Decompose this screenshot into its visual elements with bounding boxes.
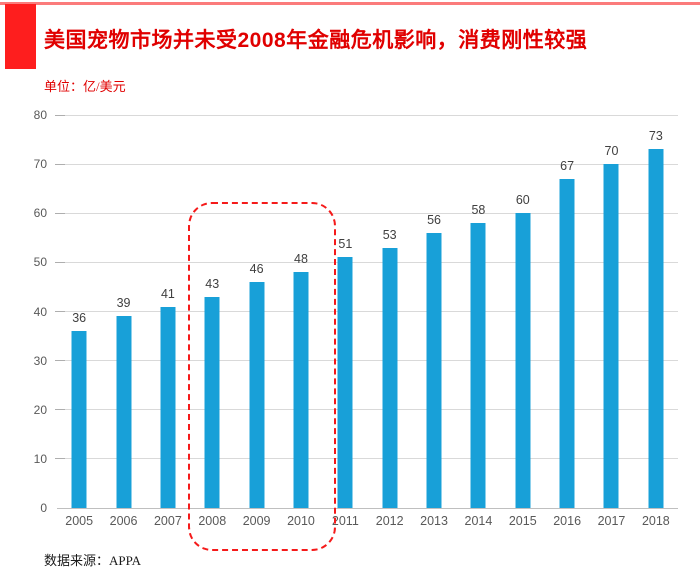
x-tick-label: 2017 [597, 514, 626, 528]
bar-slot: 51 [323, 115, 367, 508]
bar-value-label: 56 [427, 212, 441, 227]
x-tick-label: 2008 [198, 514, 227, 528]
bar [515, 213, 531, 508]
red-accent-block [5, 4, 36, 69]
gridline [57, 114, 678, 116]
bar [116, 316, 132, 508]
bar [426, 232, 442, 508]
chart-title: 美国宠物市场并未受2008年金融危机影响，消费刚性较强 [44, 29, 588, 52]
x-tick-label: 2011 [331, 514, 359, 528]
x-tick-label: 2005 [65, 514, 94, 528]
bar-value-label: 60 [515, 193, 530, 208]
axis-tick [55, 261, 65, 263]
highlight-dashed-box [188, 202, 336, 551]
bar [204, 296, 220, 508]
bar [71, 331, 87, 508]
bar-slot: 39 [101, 115, 145, 508]
bar [382, 247, 398, 508]
bar-value-label: 39 [116, 296, 131, 311]
gridline [57, 360, 678, 362]
x-tick-label: 2016 [553, 514, 582, 528]
bar-slot: 41 [146, 115, 190, 508]
bar-slot: 56 [412, 115, 456, 508]
bar-value-label: 41 [160, 286, 175, 301]
bar-value-label: 53 [382, 227, 397, 242]
axis-tick [55, 114, 65, 116]
plot-area: 36 39 41 43 46 48 51 53 56 58 60 67 70 73 [55, 114, 678, 509]
x-tick-label: 2014 [464, 514, 493, 528]
axis-tick [55, 311, 65, 312]
bar-value-label: 67 [560, 158, 575, 173]
gridline [57, 212, 678, 214]
axis-tick [55, 409, 65, 411]
bar-value-label: 73 [648, 129, 663, 144]
y-tick-label: 60 [33, 206, 47, 221]
y-axis-labels: 0 10 20 30 40 50 60 70 80 [0, 108, 47, 515]
bar-value-label: 58 [471, 203, 486, 218]
bar-slot: 46 [234, 115, 278, 508]
bar [249, 282, 265, 508]
bar [160, 306, 176, 508]
bar-slot: 48 [279, 115, 323, 508]
bar [470, 223, 486, 508]
gridline [57, 458, 678, 460]
axis-tick [55, 163, 65, 165]
gridline [57, 311, 678, 312]
bars-row: 36 39 41 43 46 48 51 53 56 58 60 67 70 73 [57, 115, 678, 508]
x-axis-labels: 2005 2006 2007 2008 2009 2010 2011 2012 2013 2014… [57, 514, 678, 528]
y-tick-label: 10 [33, 451, 47, 466]
data-source: 数据来源：APPA [44, 553, 142, 568]
x-tick-label: 2006 [109, 514, 138, 528]
x-tick-label: 2018 [641, 514, 670, 528]
bar-value-label: 51 [338, 237, 353, 252]
axis-tick [55, 212, 65, 214]
top-rule [0, 2, 700, 5]
bar-slot: 43 [190, 115, 234, 508]
y-tick-label: 70 [33, 157, 47, 172]
bar-slot: 70 [589, 115, 633, 508]
gridline [57, 163, 678, 165]
gridline [57, 261, 678, 263]
bar-value-label: 70 [604, 144, 619, 159]
bar [648, 149, 664, 508]
x-tick-label: 2007 [153, 514, 182, 528]
gridline [57, 409, 678, 411]
y-tick-label: 0 [40, 501, 47, 515]
bar-value-label: 46 [249, 262, 264, 277]
bar-value-label: 43 [205, 276, 220, 291]
x-tick-label: 2010 [287, 514, 315, 528]
bar-slot: 53 [368, 115, 412, 508]
bar-slot: 67 [545, 115, 589, 508]
x-tick-label: 2012 [375, 514, 404, 528]
y-tick-label: 80 [33, 108, 47, 122]
bar-value-label: 48 [294, 252, 308, 267]
x-tick-label: 2015 [508, 514, 537, 528]
y-tick-label: 30 [33, 353, 47, 368]
axis-tick [55, 458, 65, 460]
bar-slot: 73 [634, 115, 678, 508]
y-tick-label: 50 [33, 255, 47, 270]
bar-slot: 60 [501, 115, 545, 508]
bar-slot: 36 [57, 115, 101, 508]
bar [337, 257, 353, 508]
y-tick-label: 40 [33, 304, 47, 319]
bar [603, 164, 619, 508]
bar [293, 272, 309, 508]
axis-tick [55, 360, 65, 362]
x-tick-label: 2009 [242, 514, 271, 528]
unit-label: 单位：亿/美元 [44, 79, 126, 94]
x-tick-label: 2013 [420, 514, 448, 528]
y-tick-label: 20 [33, 402, 47, 417]
bar-value-label: 36 [72, 311, 87, 326]
bar-slot: 58 [456, 115, 500, 508]
bar [559, 178, 575, 508]
